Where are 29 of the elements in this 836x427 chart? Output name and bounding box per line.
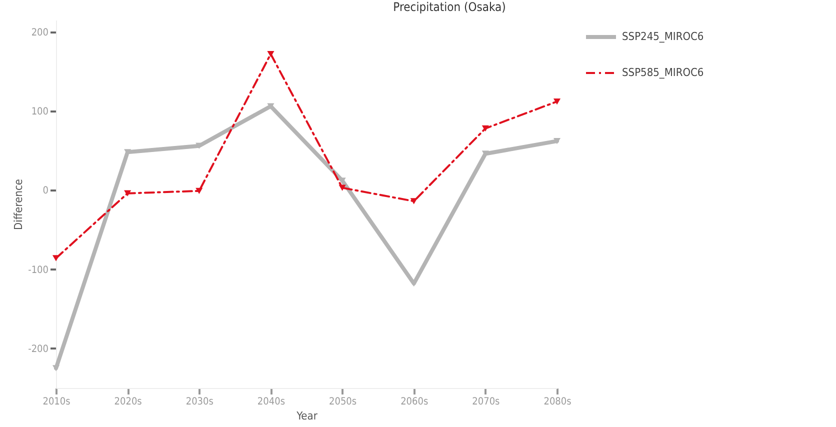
y-tick-label: 100 xyxy=(31,106,49,118)
y-tick-label: 0 xyxy=(42,186,49,197)
legend-label: SSP245_MIROC6 xyxy=(622,30,704,43)
y-tick-label: -200 xyxy=(28,344,49,355)
point xyxy=(267,103,274,110)
x-tick-label: 2060s xyxy=(400,396,428,408)
y-tick-label: 200 xyxy=(31,27,49,38)
point xyxy=(52,365,60,372)
legend-label: SSP585_MIROC6 xyxy=(622,66,704,79)
x-tick-label: 2020s xyxy=(114,396,142,408)
y-axis-title: Difference xyxy=(12,179,26,230)
point xyxy=(267,50,274,58)
x-tick-label: 2070s xyxy=(472,396,500,408)
x-tick-label: 2040s xyxy=(257,396,286,408)
point xyxy=(553,138,561,144)
point xyxy=(124,190,132,196)
chart-title: Precipitation (Osaka) xyxy=(393,0,506,14)
x-tick-label: 2050s xyxy=(328,396,357,408)
point xyxy=(196,188,203,194)
x-axis-title: Year xyxy=(296,410,318,422)
point xyxy=(338,184,346,191)
y-tick-label: -100 xyxy=(28,264,49,276)
point xyxy=(553,98,561,105)
point xyxy=(410,198,418,204)
line-series xyxy=(52,103,561,372)
x-tick-label: 2080s xyxy=(544,396,572,408)
point xyxy=(482,125,489,132)
x-tick-label: 2010s xyxy=(42,396,71,408)
x-tick-label: 2030s xyxy=(186,396,214,408)
